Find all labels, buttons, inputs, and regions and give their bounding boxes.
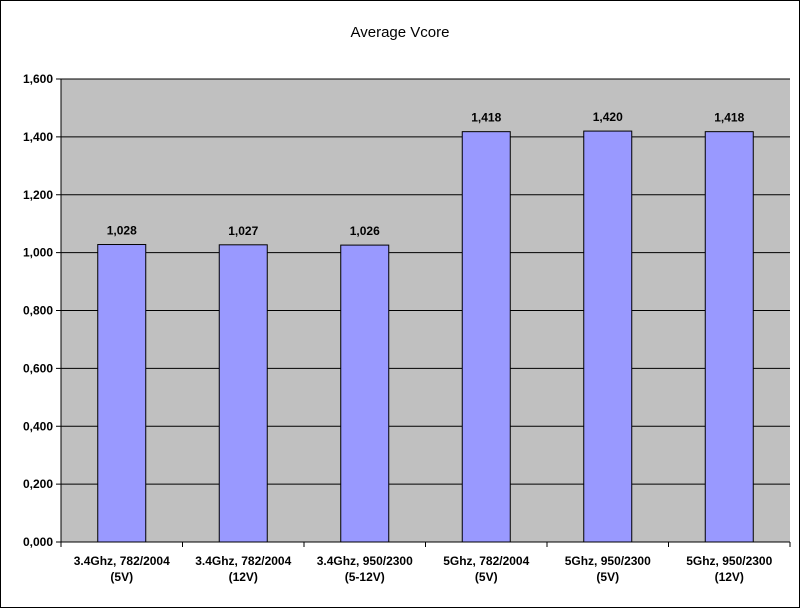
y-tick-label: 0,800 [23, 304, 53, 318]
data-label: 1,026 [350, 224, 380, 238]
data-label: 1,027 [228, 224, 258, 238]
x-tick-label: 3.4Ghz, 782/2004 (12V) [195, 554, 291, 584]
x-tick-label: 3.4Ghz, 950/2300 (5-12V) [317, 554, 413, 584]
x-tick-label-line: 3.4Ghz, 950/2300 [317, 554, 413, 568]
y-tick-label: 1,400 [23, 130, 53, 144]
y-tick-label: 0,600 [23, 361, 53, 375]
y-tick-label: 0,000 [23, 535, 53, 549]
x-tick-label-line: (5V) [596, 570, 619, 584]
x-tick-label-line: 5Ghz, 782/2004 [443, 554, 529, 568]
chart-title: Average Vcore [351, 24, 450, 41]
x-tick-label-line: (5-12V) [345, 570, 385, 584]
x-tick-label: 5Ghz, 782/2004 (5V) [443, 554, 529, 584]
x-tick-label-line: (12V) [229, 570, 258, 584]
y-tick-label: 1,000 [23, 246, 53, 260]
x-tick-label: 5Ghz, 950/2300 (12V) [686, 554, 772, 584]
x-tick-label-line: 3.4Ghz, 782/2004 [195, 554, 291, 568]
bar [461, 131, 511, 543]
bar [704, 131, 754, 543]
x-tick-label-line: 3.4Ghz, 782/2004 [74, 554, 170, 568]
x-tick-label-line: (5V) [475, 570, 498, 584]
y-tick-label: 1,600 [23, 72, 53, 86]
x-tick-label-line: (12V) [715, 570, 744, 584]
data-label: 1,418 [471, 111, 501, 125]
bar [583, 130, 633, 543]
x-tick-label-line: 5Ghz, 950/2300 [686, 554, 772, 568]
y-tick-label: 1,200 [23, 188, 53, 202]
x-tick-label-line: (5V) [110, 570, 133, 584]
y-tick-label: 0,400 [23, 419, 53, 433]
data-label: 1,028 [107, 224, 137, 238]
data-label: 1,418 [714, 111, 744, 125]
bar [340, 244, 390, 543]
x-tick-label: 5Ghz, 950/2300 (5V) [565, 554, 651, 584]
x-tick-label-line: 5Ghz, 950/2300 [565, 554, 651, 568]
x-tick-label: 3.4Ghz, 782/2004 (5V) [74, 554, 170, 584]
bar [218, 244, 268, 543]
bar [97, 244, 147, 543]
y-tick-label: 0,200 [23, 477, 53, 491]
plot-area: 0,000 0,200 0,400 0,600 0,800 1,000 1,200 1,400… [23, 72, 791, 584]
data-label: 1,420 [593, 110, 623, 124]
